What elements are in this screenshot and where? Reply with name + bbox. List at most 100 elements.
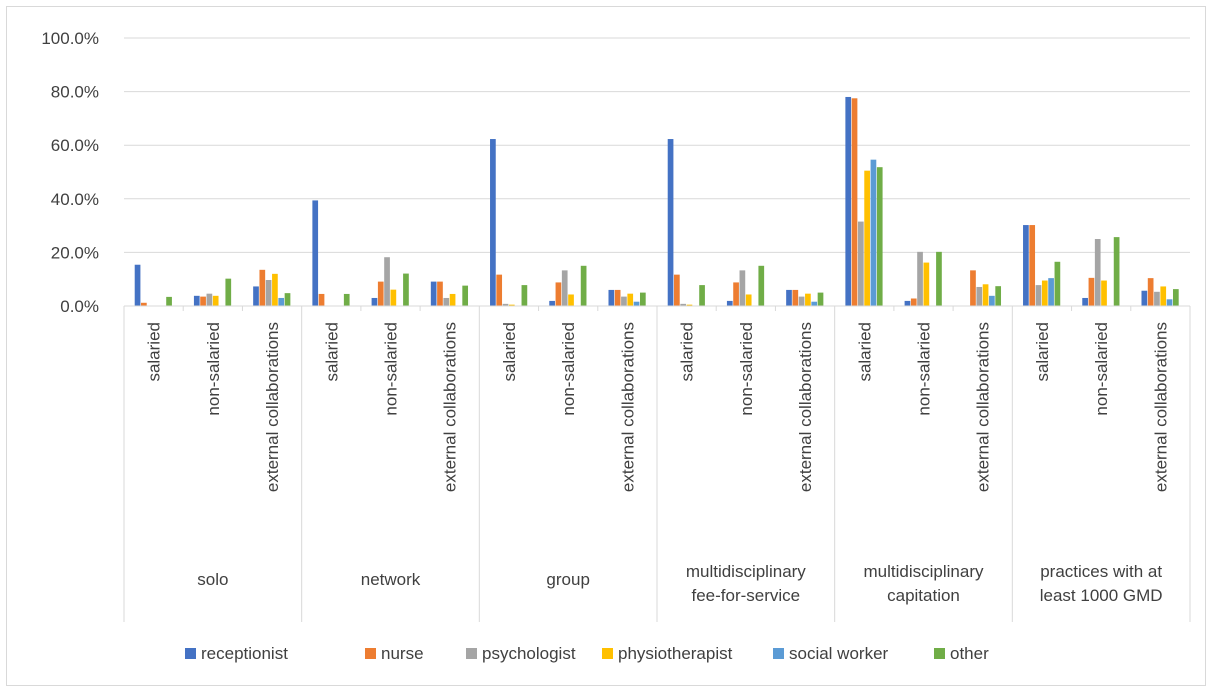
bar-physiotherapist [449, 293, 456, 306]
bar-other [521, 285, 528, 306]
bar-psychologist [680, 303, 687, 306]
bar-social-worker [278, 297, 285, 306]
bar-social-worker [633, 301, 640, 306]
bar-psychologist [443, 297, 450, 306]
bar-physiotherapist [745, 294, 752, 306]
x-subcategory-label: external collaborations [974, 322, 993, 492]
bar-psychologist [1154, 291, 1160, 306]
bar-nurse [674, 274, 680, 306]
legend-label: receptionist [201, 644, 288, 663]
bar-receptionist [1141, 290, 1148, 306]
bar-receptionist [490, 139, 496, 306]
legend-item-nurse: nurse [365, 644, 424, 663]
x-subcategory-label: non-salaried [915, 322, 934, 416]
chart-frame: 0.0% 20.0% 40.0% 60.0% 80.0% 100.0% salaried n… [6, 6, 1206, 686]
x-group-label: group [546, 570, 589, 589]
legend-swatch [773, 648, 784, 659]
y-axis: 0.0% 20.0% 40.0% 60.0% 80.0% 100.0% [41, 29, 99, 316]
x-subcategory-label: salaried [322, 322, 341, 382]
bar-psychologist [917, 251, 923, 306]
bar-other [166, 296, 172, 306]
bar-physiotherapist [627, 293, 634, 306]
bar-psychologist [384, 257, 390, 306]
legend-label: social worker [789, 644, 889, 663]
bar-receptionist [193, 295, 200, 306]
bar-nurse [437, 281, 443, 306]
bar-nurse [1147, 278, 1154, 306]
legend-item-physiotherapist: physiotherapist [602, 644, 733, 663]
x-subcategory-label: non-salaried [1092, 322, 1111, 416]
bar-physiotherapist [864, 170, 870, 306]
bar-receptionist [312, 200, 319, 306]
x-subcategory-label: external collaborations [263, 322, 282, 492]
bar-physiotherapist [805, 293, 811, 306]
bar-nurse [970, 270, 976, 306]
bar-other [758, 265, 765, 306]
bar-receptionist [608, 289, 615, 306]
x-subcategory-label: external collaborations [441, 322, 460, 492]
bar-nurse [318, 293, 325, 306]
y-tick-label: 20.0% [51, 243, 99, 262]
bar-nurse [614, 289, 621, 306]
legend-swatch [365, 648, 376, 659]
bar-other [580, 265, 587, 306]
gridlines [124, 37, 1190, 253]
bar-nurse [200, 296, 206, 306]
x-group-label: practices with at least 1000 GMD [1040, 562, 1163, 605]
bar-other [1054, 261, 1061, 306]
x-group-label: solo [197, 570, 228, 589]
legend-item-social-worker: social worker [773, 644, 889, 663]
bar-psychologist [1094, 239, 1101, 306]
bar-nurse [1088, 277, 1095, 306]
x-subcategory-label: external collaborations [796, 322, 815, 492]
bar-social-worker [1048, 278, 1054, 306]
x-subcategory-label: external collaborations [618, 322, 637, 492]
bar-chart: 0.0% 20.0% 40.0% 60.0% 80.0% 100.0% salaried n… [41, 29, 1191, 663]
bar-receptionist [549, 300, 555, 306]
x-subcategory-label: non-salaried [737, 322, 756, 416]
legend-swatch [466, 648, 477, 659]
bar-physiotherapist [1101, 280, 1107, 306]
bar-nurse [910, 298, 917, 306]
bar-psychologist [739, 270, 746, 306]
x-subcategory-label: non-salaried [382, 322, 401, 416]
bar-nurse [1029, 225, 1036, 306]
bar-receptionist [1023, 225, 1029, 306]
bar-psychologist [1035, 285, 1042, 306]
bar-receptionist [430, 281, 437, 306]
bar-nurse [259, 269, 266, 306]
bar-other [995, 286, 1002, 306]
legend-swatch [602, 648, 613, 659]
bar-receptionist [134, 264, 141, 306]
x-subcategory-label: salaried [678, 322, 697, 382]
bar-physiotherapist [212, 295, 219, 306]
y-tick-label: 60.0% [51, 136, 99, 155]
bar-receptionist [253, 286, 259, 306]
y-tick-label: 0.0% [60, 297, 99, 316]
y-tick-label: 100.0% [41, 29, 99, 48]
bar-physiotherapist [272, 273, 278, 306]
legend-swatch [185, 648, 196, 659]
bar-psychologist [265, 280, 272, 306]
legend-label: nurse [381, 644, 424, 663]
bar-social-worker [870, 159, 877, 306]
bar-psychologist [621, 296, 627, 306]
x-subcategory-label: non-salaried [559, 322, 578, 416]
bar-nurse [141, 302, 147, 306]
x-subcategory-label: external collaborations [1151, 322, 1170, 492]
legend-item-psychologist: psychologist [466, 644, 576, 663]
legend-label: psychologist [482, 644, 576, 663]
bar-social-worker [1166, 299, 1173, 306]
bar-psychologist [798, 296, 805, 306]
bar-other [462, 285, 469, 306]
bar-other [936, 251, 942, 306]
bar-nurse [377, 281, 384, 306]
legend-item-other: other [934, 644, 989, 663]
legend-label: other [950, 644, 989, 663]
bar-physiotherapist [1160, 286, 1167, 306]
bar-other [403, 273, 409, 306]
bar-psychologist [857, 221, 864, 306]
bars [134, 96, 1179, 307]
bar-other [284, 293, 291, 306]
bar-other [639, 292, 646, 306]
